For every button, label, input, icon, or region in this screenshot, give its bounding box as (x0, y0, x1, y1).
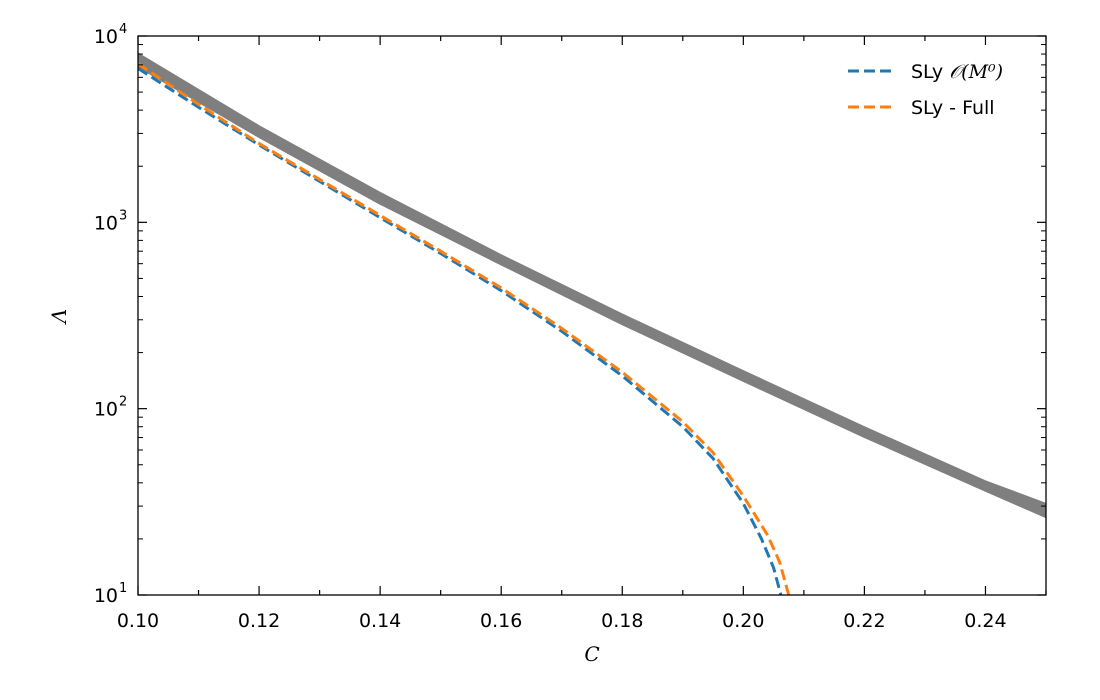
plot-frame (137, 35, 1047, 596)
y-tick-label: 10 (94, 399, 118, 421)
series-line-0 (138, 67, 783, 595)
x-tick-label: 0.16 (480, 610, 522, 632)
x-tick-label: 0.20 (722, 610, 764, 632)
legend-label: SLy 𝒪(M⁰) (911, 61, 1003, 83)
x-tick-label: 0.10 (117, 610, 159, 632)
y-tick-label: 10 (94, 26, 118, 48)
y-tick-label-exponent: 1 (119, 581, 127, 596)
legend: SLy 𝒪(M⁰) SLy - Full (848, 61, 1003, 119)
y-tick-label-exponent: 3 (119, 208, 127, 223)
series-line-1 (138, 62, 791, 595)
x-tick-label: 0.12 (238, 610, 280, 632)
plot-area (138, 52, 1046, 595)
x-tick-label: 0.24 (964, 610, 1006, 632)
eos-band (138, 52, 1046, 519)
y-tick-label: 10 (94, 585, 118, 607)
y-tick-label-exponent: 2 (119, 395, 127, 410)
x-axis-label: C (584, 642, 599, 666)
x-tick-label: 0.22 (843, 610, 885, 632)
x-tick-label: 0.18 (601, 610, 643, 632)
y-axis-label: Λ (47, 309, 71, 325)
legend-label-math: 𝒪(M⁰) (949, 61, 1003, 83)
x-tick-label: 0.14 (359, 610, 401, 632)
y-tick-label-exponent: 4 (119, 22, 127, 37)
legend-label: SLy - Full (911, 97, 995, 119)
y-tick-label: 10 (94, 212, 118, 234)
